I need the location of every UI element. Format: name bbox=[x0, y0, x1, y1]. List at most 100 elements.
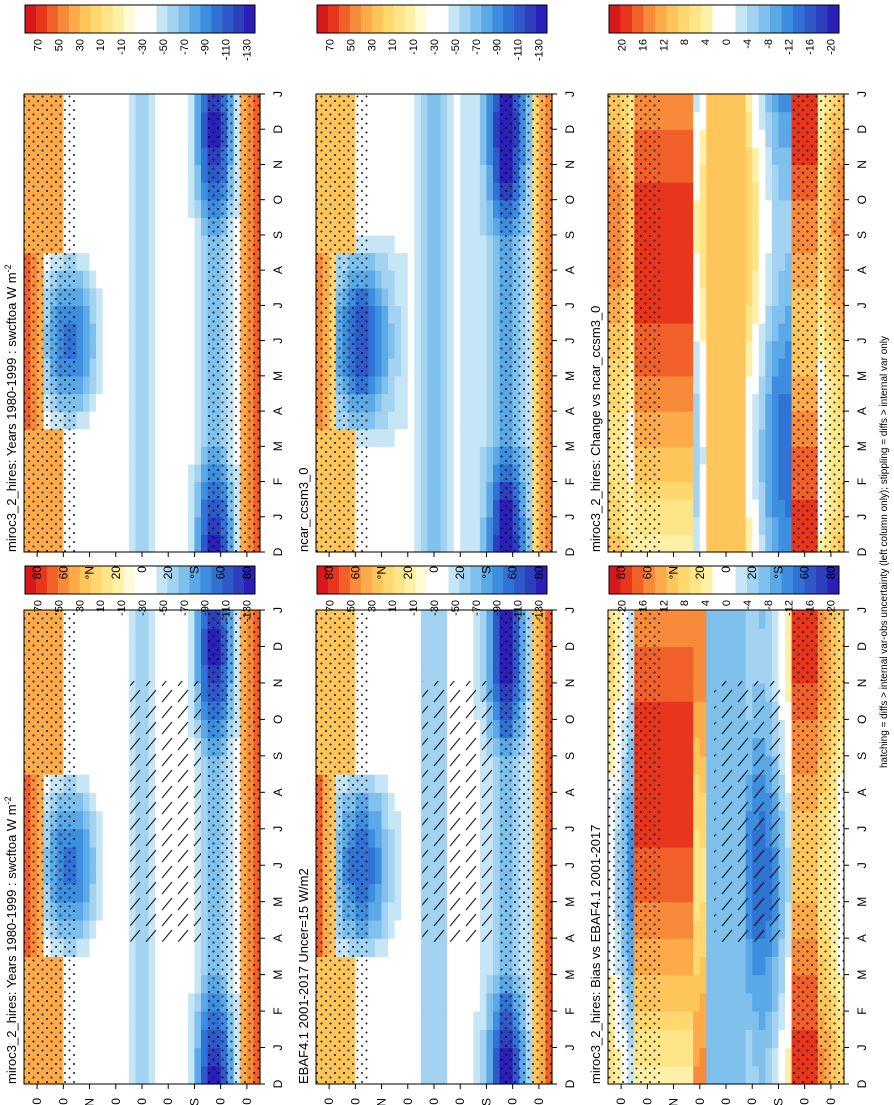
heatmap-cell bbox=[434, 1047, 442, 1067]
heatmap-cell bbox=[771, 1029, 780, 1049]
heatmap-cell bbox=[440, 499, 448, 518]
heatmap-cell bbox=[381, 111, 389, 130]
heatmap-cell bbox=[375, 516, 383, 535]
heatmap-cell bbox=[460, 375, 468, 395]
heatmap-cell bbox=[135, 446, 143, 465]
heatmap-cell bbox=[706, 1029, 714, 1049]
heatmap-cell bbox=[102, 393, 110, 412]
heatmap-cell bbox=[466, 111, 474, 130]
heatmap-cell bbox=[122, 810, 130, 830]
heatmap-cell bbox=[174, 938, 182, 957]
heatmap-cell bbox=[368, 340, 376, 359]
heatmap-cell bbox=[726, 1047, 734, 1067]
heatmap-cell bbox=[440, 516, 448, 535]
lat-tick-label: 20 bbox=[745, 1098, 759, 1105]
month-tick-label: O bbox=[563, 715, 577, 724]
heatmap-cell bbox=[453, 956, 461, 976]
heatmap-cell bbox=[181, 287, 189, 306]
heatmap-cell bbox=[96, 974, 104, 994]
heatmap-cell bbox=[161, 305, 169, 324]
heatmap-cell bbox=[181, 234, 189, 254]
heatmap-cell bbox=[660, 682, 668, 702]
heatmap-cell bbox=[401, 974, 409, 994]
heatmap-cell bbox=[128, 1065, 137, 1085]
heatmap-cell bbox=[115, 956, 123, 976]
heatmap-cell bbox=[381, 534, 389, 553]
heatmap-cell bbox=[83, 287, 91, 306]
heatmap-cell bbox=[394, 974, 402, 994]
heatmap-cell bbox=[128, 375, 137, 395]
heatmap-cell bbox=[486, 182, 494, 201]
heatmap-cell bbox=[161, 270, 169, 289]
heatmap-cell bbox=[778, 1065, 786, 1085]
heatmap-cell bbox=[473, 164, 481, 183]
heatmap-cell bbox=[486, 129, 494, 148]
heatmap-cell bbox=[785, 865, 793, 885]
heatmap-cell bbox=[673, 646, 681, 666]
heatmap-cell bbox=[473, 323, 481, 342]
heatmap-cell bbox=[785, 810, 793, 830]
month-tick-label: A bbox=[271, 788, 285, 796]
heatmap-cell bbox=[148, 305, 156, 324]
heatmap-cell bbox=[109, 628, 117, 648]
heatmap-cell bbox=[142, 287, 150, 306]
heatmap-cell bbox=[706, 701, 714, 720]
heatmap-cell bbox=[135, 129, 143, 148]
heatmap-cell bbox=[83, 111, 91, 130]
heatmap-cell bbox=[161, 393, 169, 412]
heatmap-cell bbox=[466, 516, 474, 535]
heatmap-cell bbox=[168, 305, 176, 324]
heatmap-cell bbox=[394, 719, 402, 739]
heatmap-cell bbox=[115, 664, 123, 684]
colorbar-swatch bbox=[632, 566, 644, 594]
heatmap-cell bbox=[765, 938, 773, 957]
heatmap-cell bbox=[375, 534, 383, 553]
heatmap-cell bbox=[109, 375, 117, 395]
heatmap-cell bbox=[745, 628, 753, 648]
heatmap-cell bbox=[460, 646, 468, 666]
heatmap-cell bbox=[135, 956, 143, 976]
heatmap-cell bbox=[493, 358, 501, 377]
colorbar-swatch bbox=[101, 5, 114, 33]
heatmap-cell bbox=[473, 1047, 481, 1067]
heatmap-cell bbox=[686, 719, 694, 739]
heatmap-cell bbox=[115, 411, 123, 430]
colorbar-swatch bbox=[244, 566, 256, 594]
heatmap-cell bbox=[414, 610, 422, 629]
heatmap-cell bbox=[109, 1029, 117, 1049]
heatmap-cell bbox=[368, 217, 376, 236]
heatmap-cell bbox=[680, 919, 688, 939]
heatmap-cell bbox=[667, 847, 675, 866]
heatmap-cell bbox=[381, 1029, 389, 1049]
heatmap-cell bbox=[388, 534, 396, 553]
heatmap-cell bbox=[420, 94, 429, 113]
heatmap-cell bbox=[168, 534, 176, 553]
heatmap-cell bbox=[493, 682, 501, 702]
heatmap-cell bbox=[427, 534, 435, 553]
heatmap-cell bbox=[394, 428, 402, 447]
heatmap-cell bbox=[76, 164, 84, 183]
heatmap-cell bbox=[434, 646, 442, 666]
colorbar-swatch bbox=[536, 566, 548, 594]
heatmap-cell bbox=[407, 865, 415, 885]
heatmap-cell bbox=[102, 270, 110, 289]
stippling-south bbox=[792, 610, 844, 1084]
heatmap-cell bbox=[89, 375, 97, 395]
heatmap-cell bbox=[719, 1065, 727, 1085]
heatmap-cell bbox=[447, 182, 455, 201]
heatmap-cell bbox=[401, 111, 409, 130]
month-tick-label: D bbox=[271, 642, 285, 651]
heatmap-cell bbox=[155, 252, 163, 271]
heatmap-cell bbox=[148, 1029, 156, 1049]
heatmap-cell bbox=[96, 516, 104, 535]
heatmap-cell bbox=[440, 534, 448, 553]
heatmap-cell bbox=[660, 774, 668, 793]
heatmap-cell bbox=[699, 737, 707, 757]
heatmap-cell bbox=[427, 252, 435, 271]
heatmap-cell bbox=[673, 847, 681, 866]
heatmap-cell bbox=[493, 182, 501, 201]
heatmap-cell bbox=[706, 1011, 714, 1030]
heatmap-cell bbox=[96, 883, 104, 903]
heatmap-cell bbox=[381, 234, 389, 254]
heatmap-cell bbox=[486, 610, 494, 629]
